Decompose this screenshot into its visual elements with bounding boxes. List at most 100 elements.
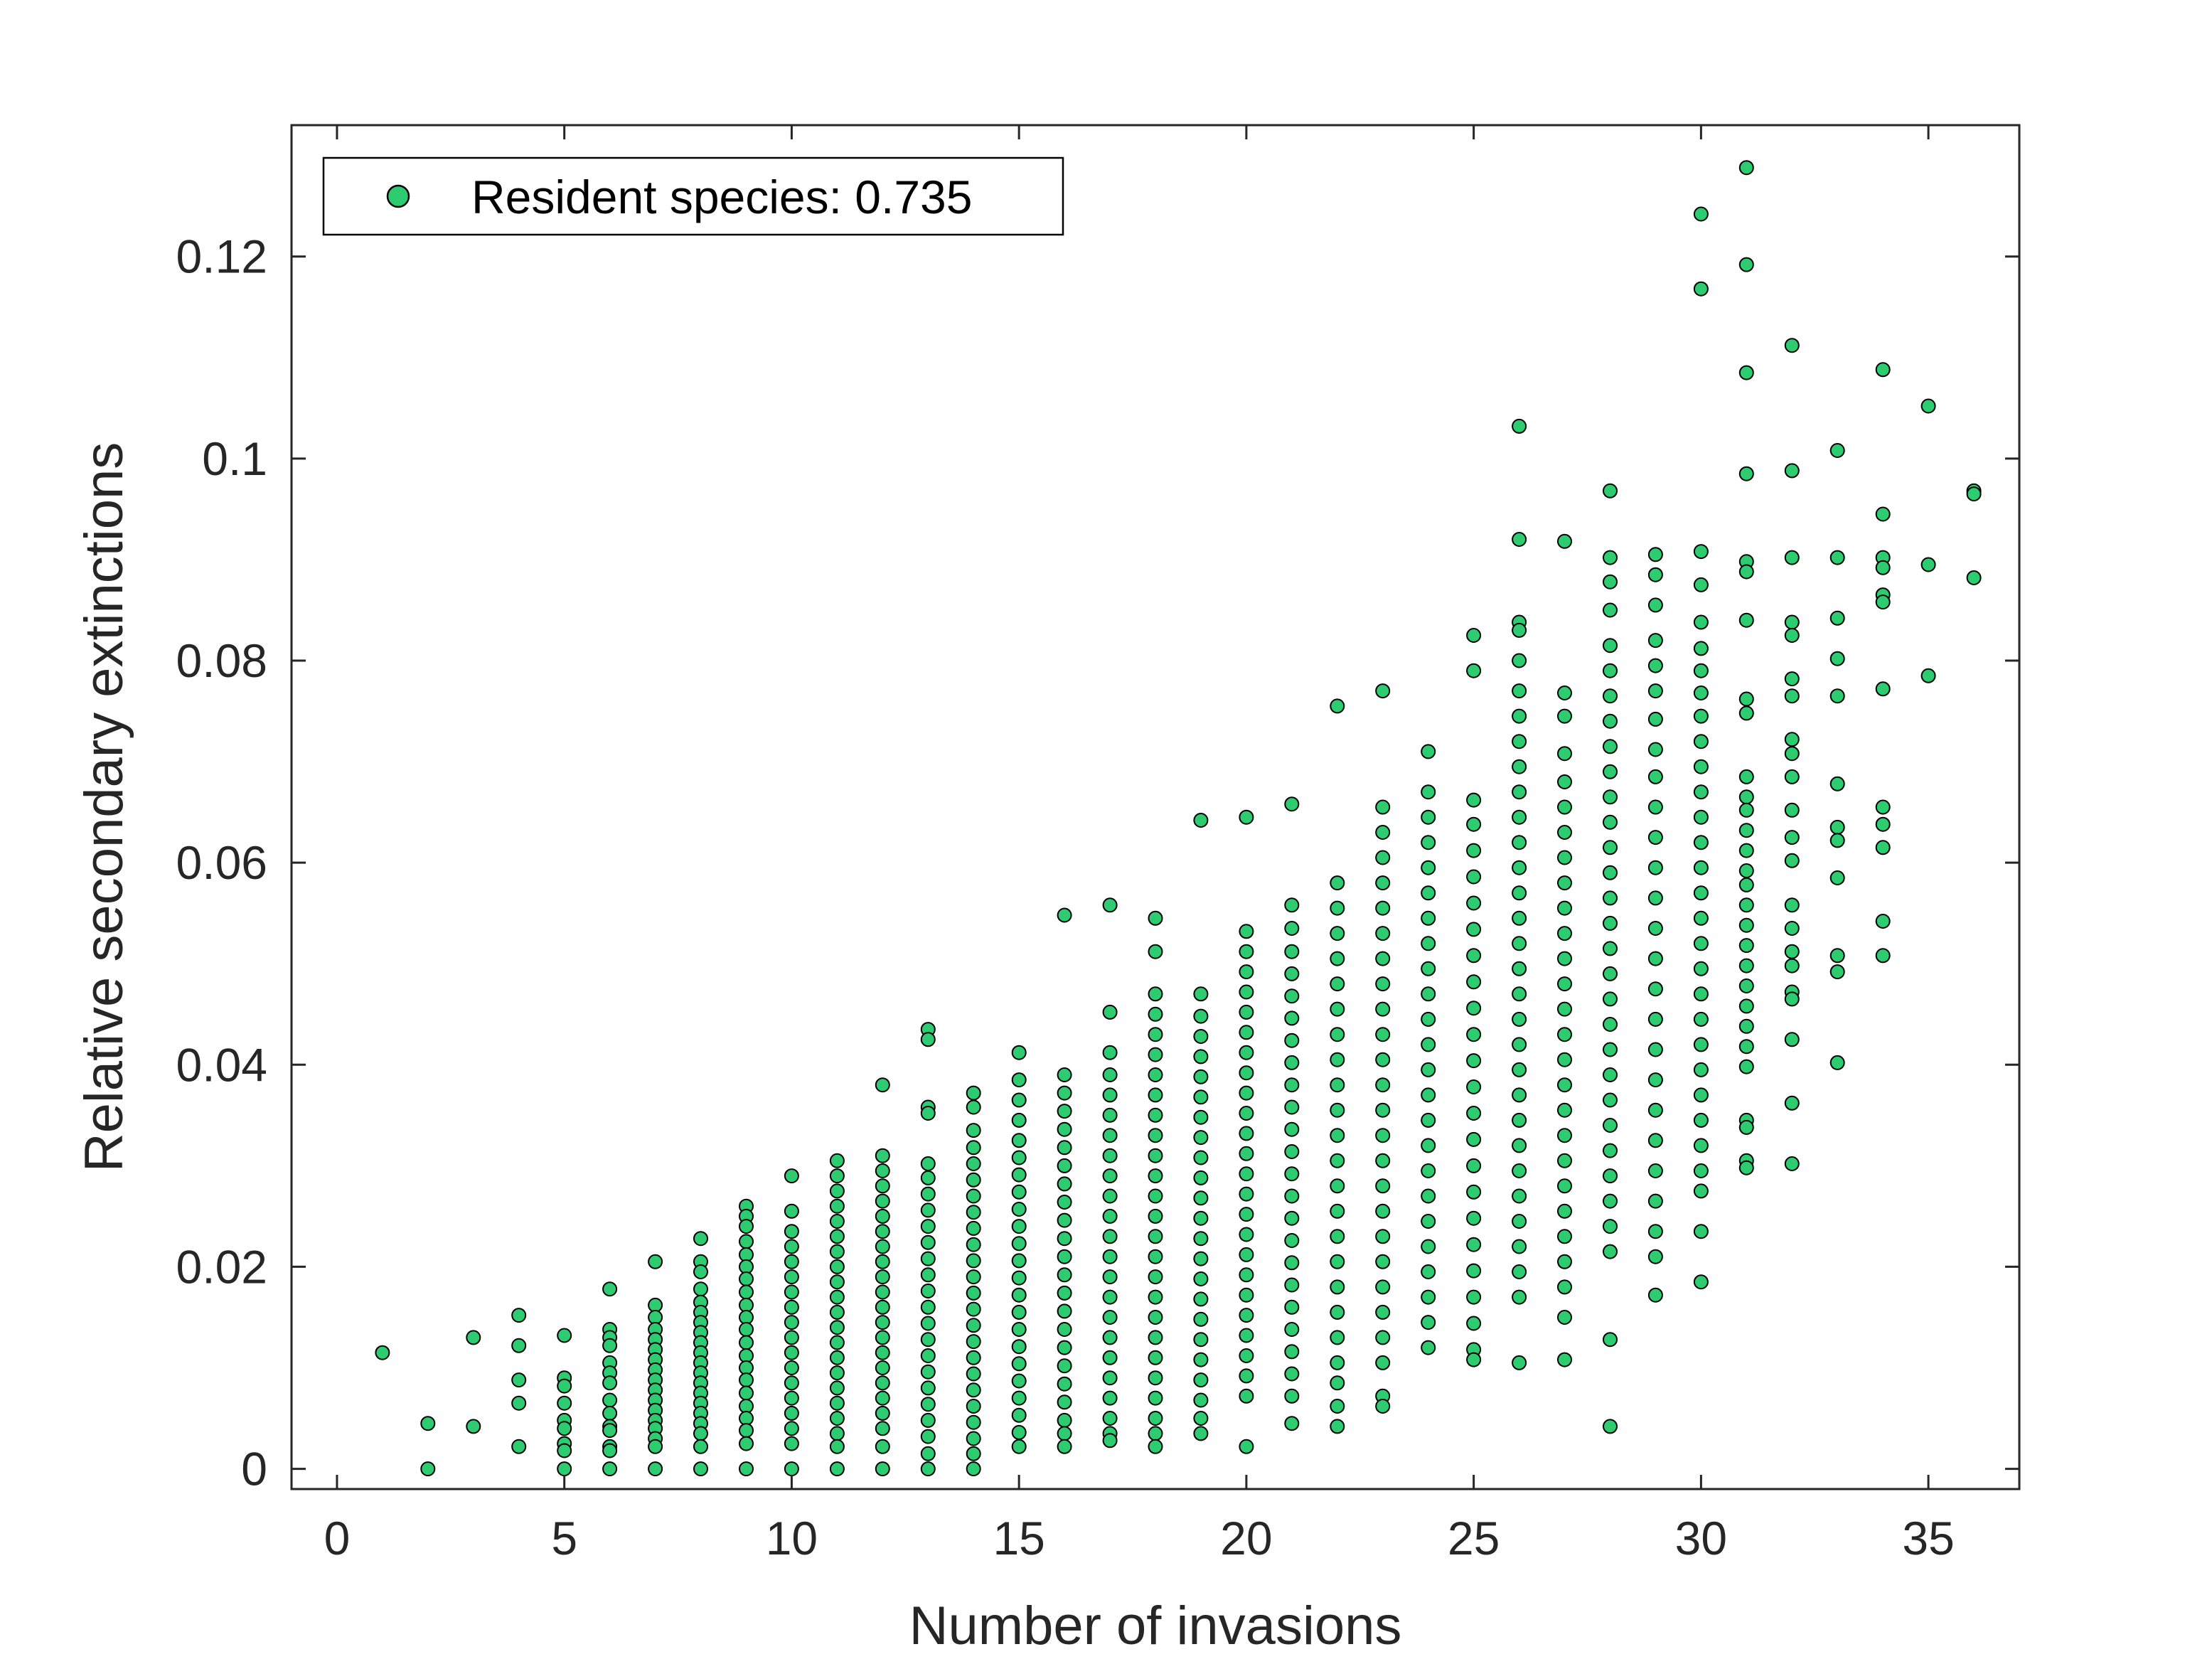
data-point	[1557, 774, 1572, 789]
data-point	[1647, 921, 1663, 936]
data-point	[1603, 663, 1618, 678]
data-point	[1421, 835, 1436, 850]
data-point	[1011, 1092, 1027, 1108]
data-point	[1603, 890, 1618, 906]
data-point	[784, 1224, 799, 1239]
data-point	[1829, 443, 1845, 458]
data-point	[1330, 1128, 1345, 1143]
data-point	[1512, 885, 1527, 901]
data-point	[1421, 784, 1436, 800]
data-point	[1829, 776, 1845, 791]
data-point	[1330, 1355, 1345, 1370]
data-point	[1647, 742, 1663, 757]
data-point	[1557, 850, 1572, 865]
data-point	[1193, 986, 1209, 1002]
data-point	[1512, 1062, 1527, 1077]
data-point	[1512, 809, 1527, 825]
data-point	[693, 1461, 708, 1477]
data-point	[1647, 1133, 1663, 1148]
data-point	[1693, 1011, 1709, 1027]
data-point	[1784, 746, 1800, 762]
data-point	[1784, 853, 1800, 868]
data-point	[1693, 686, 1709, 700]
data-point	[1011, 1150, 1027, 1165]
data-point	[1693, 1112, 1709, 1128]
data-point	[739, 1372, 754, 1388]
data-point	[1557, 1077, 1572, 1093]
data-point	[1102, 1107, 1118, 1123]
data-point	[1284, 1033, 1300, 1048]
data-point	[1557, 799, 1572, 815]
data-point	[1102, 1310, 1118, 1325]
data-point	[1193, 1231, 1209, 1247]
data-point	[966, 1156, 981, 1171]
data-point	[784, 1436, 799, 1451]
data-point	[1829, 610, 1845, 626]
data-point	[1330, 900, 1345, 916]
data-point	[1375, 799, 1391, 815]
data-point	[1239, 1106, 1254, 1121]
data-point	[1284, 796, 1300, 812]
data-point	[1784, 991, 1800, 1007]
data-point	[829, 1411, 845, 1426]
x-tick-label: 5	[551, 1512, 577, 1564]
data-point	[1193, 1029, 1209, 1044]
legend-label: Resident species: 0.735	[471, 171, 972, 223]
data-point	[511, 1395, 527, 1411]
data-point	[1693, 1037, 1709, 1052]
data-point	[1647, 1102, 1663, 1118]
data-point	[966, 1461, 981, 1477]
data-point	[1057, 1439, 1072, 1454]
data-point	[1284, 1188, 1300, 1204]
data-point	[1148, 1289, 1163, 1305]
data-point	[1647, 860, 1663, 875]
data-point	[875, 1148, 890, 1163]
data-point	[1057, 1267, 1072, 1283]
data-point	[1148, 1229, 1163, 1244]
data-point	[966, 1188, 981, 1204]
data-point	[1375, 1153, 1391, 1168]
data-point	[1875, 914, 1891, 929]
data-point	[1466, 1158, 1482, 1173]
data-point	[875, 1461, 890, 1477]
data-point	[875, 1208, 890, 1224]
data-point	[1647, 1011, 1663, 1027]
legend: Resident species: 0.735	[322, 156, 1064, 236]
data-point	[1693, 1274, 1709, 1290]
data-point	[829, 1214, 845, 1229]
data-point	[1375, 1077, 1391, 1093]
data-point	[1330, 926, 1345, 941]
data-point	[1512, 1087, 1527, 1103]
data-point	[1011, 1184, 1027, 1200]
data-point	[966, 1205, 981, 1220]
data-point	[1375, 1001, 1391, 1017]
data-point	[1738, 1119, 1754, 1135]
data-point	[1693, 986, 1709, 1002]
data-point	[1603, 865, 1618, 880]
data-point	[1193, 1008, 1209, 1024]
data-point	[1330, 698, 1345, 714]
data-point	[1421, 809, 1436, 825]
data-point	[966, 1431, 981, 1446]
data-point	[966, 1253, 981, 1269]
data-point	[1738, 160, 1754, 176]
data-point	[1693, 206, 1709, 222]
data-point	[1466, 1289, 1482, 1305]
data-point	[1647, 658, 1663, 673]
data-point	[1557, 976, 1572, 992]
data-point	[1421, 936, 1436, 951]
data-point	[739, 1322, 754, 1337]
data-point	[1466, 843, 1482, 858]
data-point	[1148, 1269, 1163, 1285]
data-point	[1057, 1158, 1072, 1173]
data-point	[1102, 1350, 1118, 1365]
data-point	[1239, 1126, 1254, 1141]
data-point	[1011, 1390, 1027, 1406]
data-point	[920, 1461, 936, 1477]
data-point	[602, 1405, 618, 1421]
data-point	[1647, 799, 1663, 815]
data-point	[511, 1439, 527, 1454]
data-point	[1738, 917, 1754, 933]
data-point	[1057, 1104, 1072, 1119]
data-point	[966, 1172, 981, 1188]
